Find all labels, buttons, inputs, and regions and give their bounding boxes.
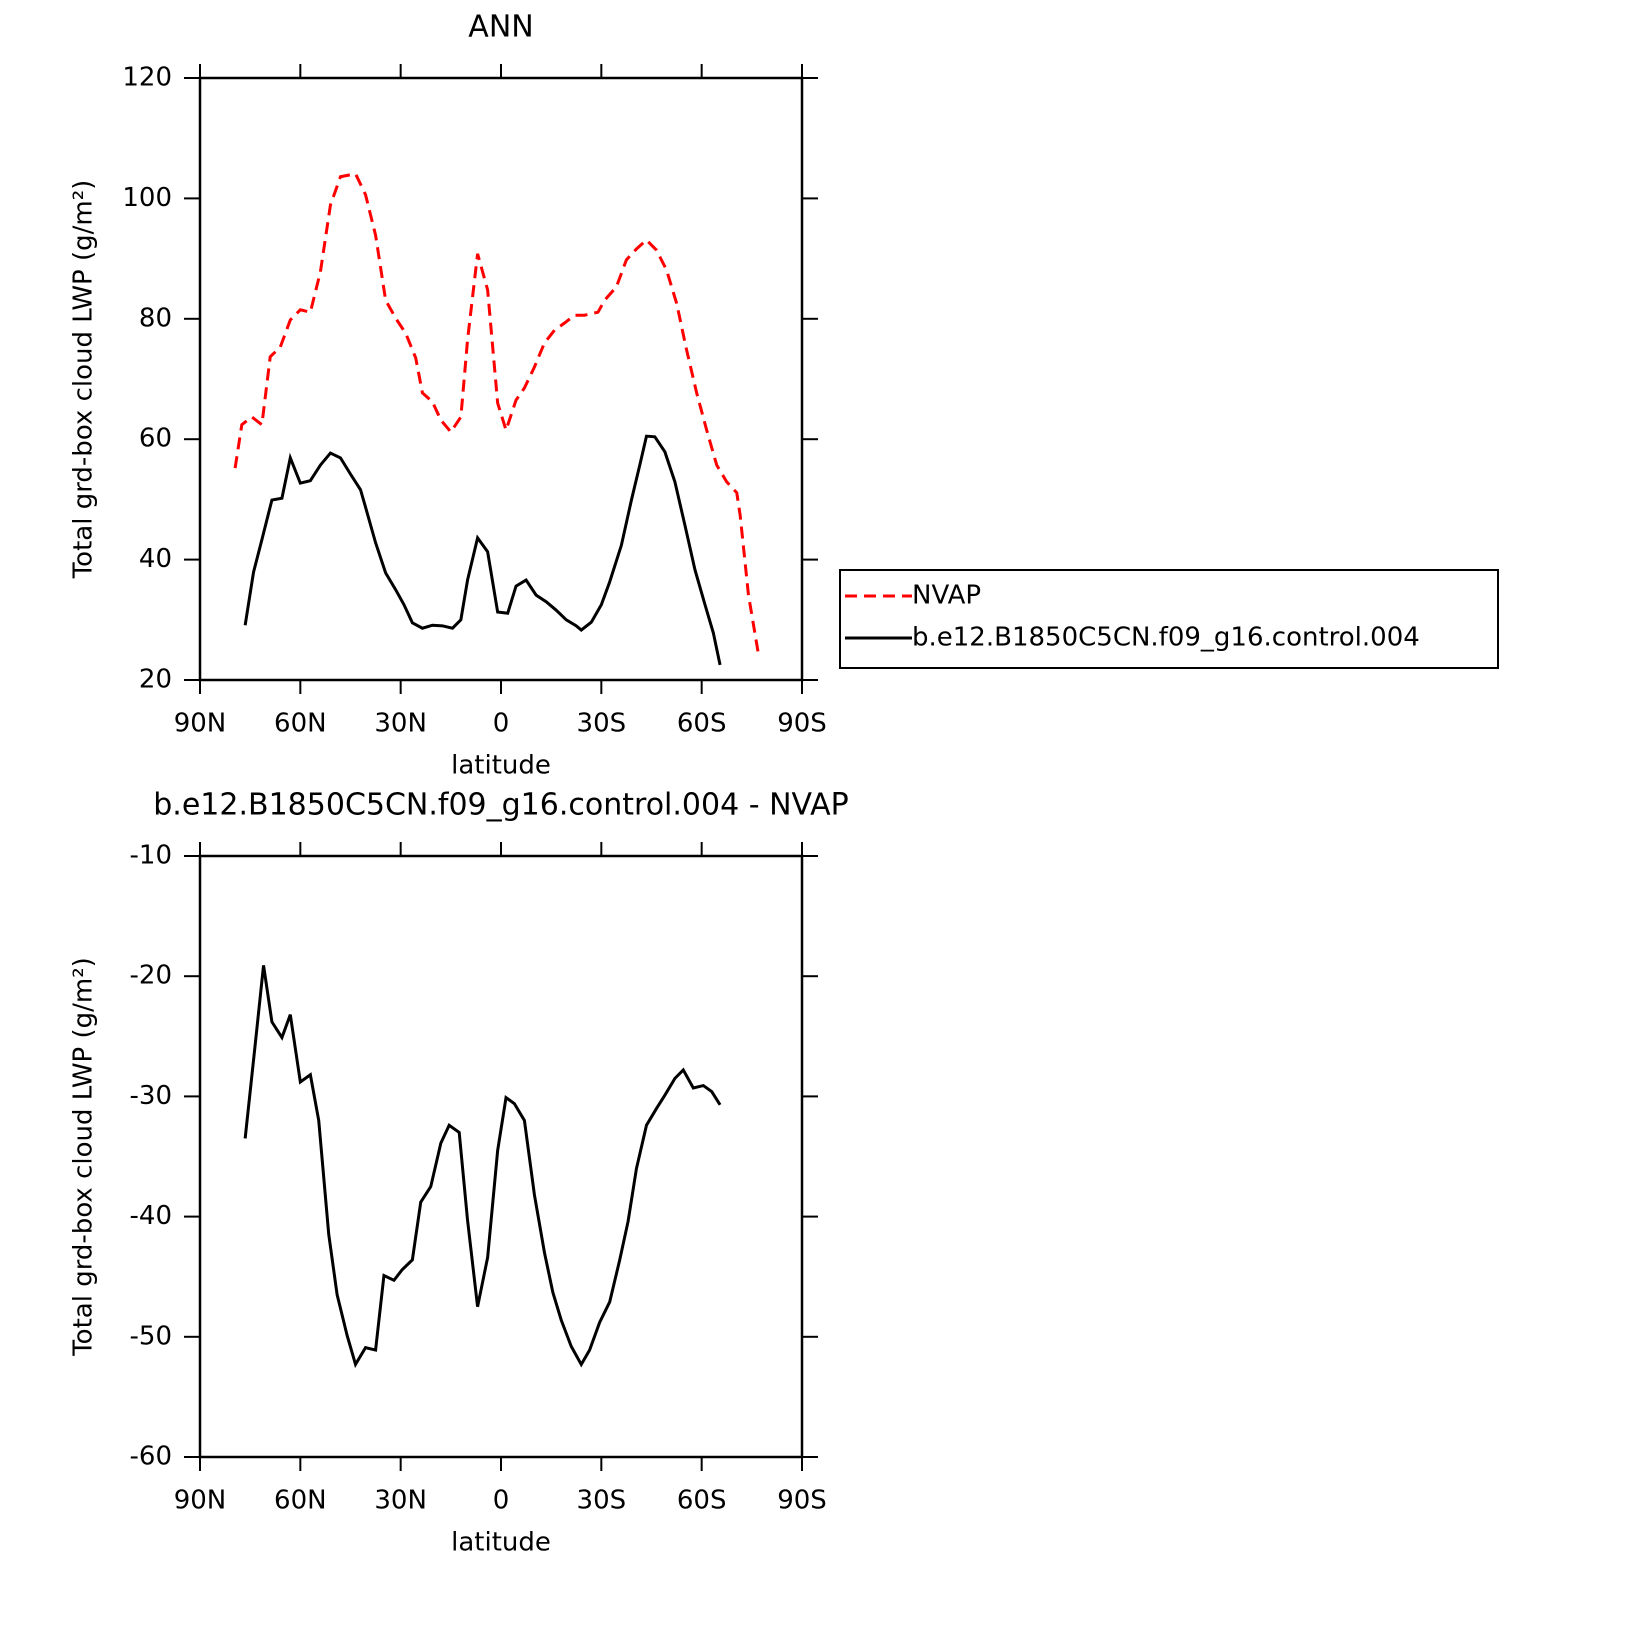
x-tick-label: 60S xyxy=(677,1486,727,1516)
x-tick-label: 90S xyxy=(777,1486,827,1516)
y-tick-label: 40 xyxy=(139,544,172,574)
y-tick-label: 80 xyxy=(139,303,172,333)
x-tick-label: 30N xyxy=(374,709,427,739)
x-tick-label: 60S xyxy=(677,709,727,739)
y-tick-label: 60 xyxy=(139,424,172,454)
y-tick-label: 120 xyxy=(122,63,172,93)
y-tick-label: -20 xyxy=(130,961,172,991)
x-tick-label: 0 xyxy=(493,1486,510,1516)
plot-frame xyxy=(198,854,804,1459)
series-line xyxy=(233,172,761,655)
plot-frame xyxy=(198,76,804,682)
x-tick-label: 60N xyxy=(274,709,327,739)
x-tick-label: 30S xyxy=(577,1486,627,1516)
x-axis-label: latitude xyxy=(451,1528,551,1558)
y-axis-label: Total grd-box cloud LWP (g/m²) xyxy=(69,180,99,580)
series-line xyxy=(243,965,722,1369)
x-tick-label: 90S xyxy=(777,709,827,739)
chart-title: ANN xyxy=(468,10,533,45)
chart-title: b.e12.B1850C5CN.f09_g16.control.004 - NV… xyxy=(153,788,848,823)
x-tick-label: 90N xyxy=(174,1486,227,1516)
x-tick-label: 60N xyxy=(274,1486,327,1516)
x-tick-label: 0 xyxy=(493,709,510,739)
y-tick-label: -10 xyxy=(130,841,172,871)
x-tick-label: 90N xyxy=(174,709,227,739)
legend-label: NVAP xyxy=(912,581,981,611)
x-tick-label: 30S xyxy=(577,709,627,739)
y-tick-label: -60 xyxy=(130,1442,172,1472)
series-line xyxy=(243,434,722,666)
x-axis-label: latitude xyxy=(451,751,551,781)
y-tick-label: -50 xyxy=(130,1321,172,1351)
y-axis-label: Total grd-box cloud LWP (g/m²) xyxy=(69,957,99,1357)
y-tick-label: 20 xyxy=(139,665,172,695)
y-tick-label: -40 xyxy=(130,1201,172,1231)
legend-label: b.e12.B1850C5CN.f09_g16.control.004 xyxy=(912,623,1420,653)
legend-box xyxy=(839,569,1499,669)
y-tick-label: -30 xyxy=(130,1081,172,1111)
x-tick-label: 30N xyxy=(374,1486,427,1516)
y-tick-label: 100 xyxy=(122,183,172,213)
